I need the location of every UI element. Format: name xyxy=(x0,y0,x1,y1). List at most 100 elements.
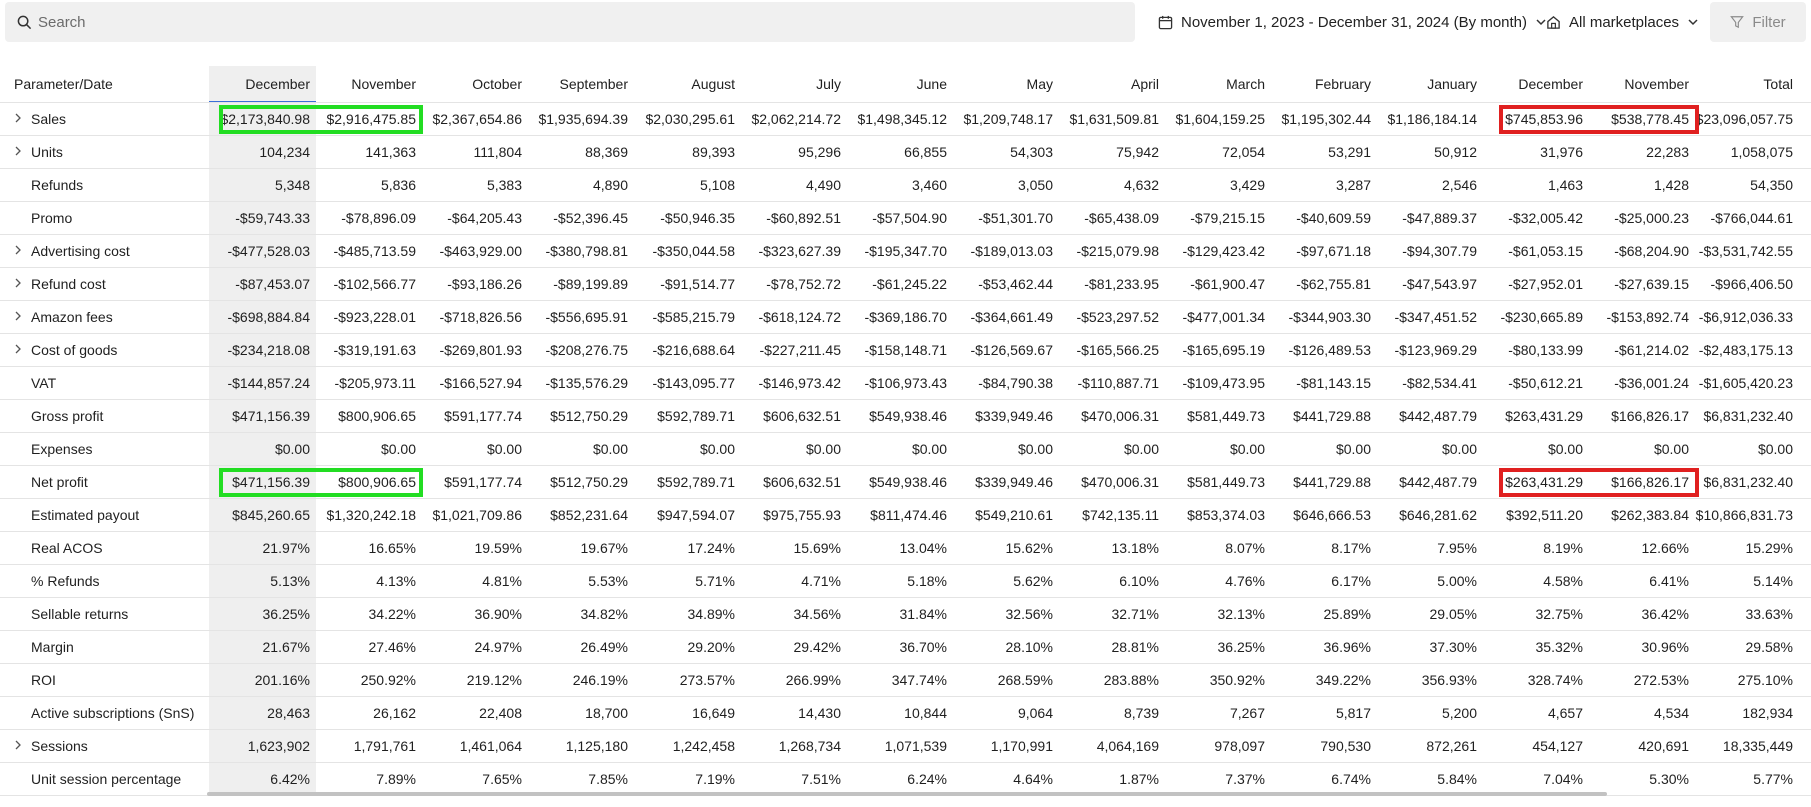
table-row: Estimated payout $845,260.65 $1,320,242.18… xyxy=(0,499,1811,532)
table-cell: $0.00 xyxy=(1653,441,1689,457)
table-cell: 4,632 xyxy=(1123,177,1159,193)
column-header[interactable]: May xyxy=(1026,76,1053,92)
filter-button[interactable]: Filter xyxy=(1710,2,1806,42)
search-bar[interactable] xyxy=(5,2,1135,42)
table-cell: 8.17% xyxy=(1331,540,1371,556)
table-row: VAT -$144,857.24 -$205,973.11 -$166,527.94 -… xyxy=(0,367,1811,400)
column-header[interactable]: December xyxy=(245,76,310,92)
table-cell: 33.63% xyxy=(1745,606,1793,622)
row-label[interactable]: Sessions xyxy=(0,738,209,754)
table-cell: $263,431.29 xyxy=(1505,408,1583,424)
table-cell: -$78,752.72 xyxy=(766,276,841,292)
table-cell: $2,367,654.86 xyxy=(432,111,522,127)
table-cell: 6.41% xyxy=(1649,573,1689,589)
column-header[interactable]: November xyxy=(351,76,416,92)
table-cell: $6,831,232.40 xyxy=(1703,474,1793,490)
row-label[interactable]: Amazon fees xyxy=(0,309,209,325)
search-input[interactable] xyxy=(38,13,1118,31)
table-cell: 8,739 xyxy=(1123,705,1159,721)
table-cell: 1,463 xyxy=(1547,177,1583,193)
table-cell: 37.30% xyxy=(1429,639,1477,655)
table-row: Refund cost -$87,453.07 -$102,566.77 -$93,1… xyxy=(0,268,1811,301)
table-cell: 1,058,075 xyxy=(1730,144,1793,160)
row-label[interactable]: Sales xyxy=(0,111,209,127)
chevron-right-icon[interactable] xyxy=(14,112,31,126)
table-cell: -$135,576.29 xyxy=(545,375,628,391)
row-label: Unit session percentage xyxy=(0,771,209,787)
date-range-picker[interactable]: November 1, 2023 - December 31, 2024 (By… xyxy=(1158,2,1547,42)
chevron-right-icon[interactable] xyxy=(14,244,31,258)
filter-label: Filter xyxy=(1752,13,1786,31)
table-cell: -$966,406.50 xyxy=(1710,276,1793,292)
table-cell: -$216,688.64 xyxy=(652,342,735,358)
table-cell: -$106,973.43 xyxy=(864,375,947,391)
table-cell: 30.96% xyxy=(1641,639,1689,655)
table-cell: 29.42% xyxy=(793,639,841,655)
row-label: Refunds xyxy=(0,177,209,193)
table-cell: -$82,534.41 xyxy=(1402,375,1477,391)
table-cell: -$523,297.52 xyxy=(1076,309,1159,325)
row-label[interactable]: Refund cost xyxy=(0,276,209,292)
table-cell: 50,912 xyxy=(1434,144,1477,160)
row-label: Net profit xyxy=(0,474,209,490)
table-cell: $592,789.71 xyxy=(657,408,735,424)
table-row: Refunds 5,348 5,836 5,383 4,890 5,108 4,490 3,4… xyxy=(0,169,1811,202)
table-cell: -$6,912,036.33 xyxy=(1698,309,1793,325)
table-cell: 5.30% xyxy=(1649,771,1689,787)
table-cell: 19.67% xyxy=(580,540,628,556)
row-label-text: Cost of goods xyxy=(31,342,118,358)
table-cell: $392,511.20 xyxy=(1506,507,1583,523)
table-row: Active subscriptions (SnS) 28,463 26,162 22… xyxy=(0,697,1811,730)
toolbar: November 1, 2023 - December 31, 2024 (By… xyxy=(0,0,1811,48)
table-cell: 201.16% xyxy=(254,672,310,688)
column-header[interactable]: September xyxy=(559,76,628,92)
column-header[interactable]: Total xyxy=(1763,76,1793,92)
table-cell: -$234,218.08 xyxy=(227,342,310,358)
row-label[interactable]: Cost of goods xyxy=(0,342,209,358)
column-header[interactable]: June xyxy=(916,76,947,92)
table-cell: -$208,276.75 xyxy=(545,342,628,358)
table-cell: 4.64% xyxy=(1013,771,1053,787)
table-cell: 32.75% xyxy=(1535,606,1583,622)
column-header[interactable]: January xyxy=(1427,76,1477,92)
search-icon xyxy=(17,15,32,29)
table-row: Real ACOS 21.97% 16.65% 19.59% 19.67% 17.24% 1… xyxy=(0,532,1811,565)
column-header[interactable]: February xyxy=(1314,76,1371,92)
horizontal-scrollbar[interactable] xyxy=(207,792,1607,796)
chevron-right-icon[interactable] xyxy=(14,343,31,357)
table-cell: $1,021,709.86 xyxy=(432,507,522,523)
table-cell: 28,463 xyxy=(267,705,310,721)
row-label-text: VAT xyxy=(31,375,57,391)
column-header[interactable]: April xyxy=(1130,76,1159,92)
chevron-right-icon[interactable] xyxy=(14,310,31,324)
chevron-right-icon[interactable] xyxy=(14,277,31,291)
table-cell: 5.71% xyxy=(695,573,735,589)
row-label-text: Units xyxy=(31,144,63,160)
table-cell: -$323,627.39 xyxy=(758,243,841,259)
row-label[interactable]: Advertising cost xyxy=(0,243,209,259)
table-cell: $549,210.61 xyxy=(975,507,1053,523)
column-header[interactable]: March xyxy=(1226,76,1265,92)
table-cell: $512,750.29 xyxy=(550,408,628,424)
table-cell: $581,449.73 xyxy=(1187,474,1265,490)
marketplace-selector[interactable]: All marketplaces xyxy=(1546,2,1699,42)
column-header[interactable]: October xyxy=(472,76,522,92)
table-row: Expenses $0.00 $0.00 $0.00 $0.00 $0.00 $0.00 $0… xyxy=(0,433,1811,466)
column-header[interactable]: August xyxy=(691,76,735,92)
table-cell: -$766,044.61 xyxy=(1710,210,1793,226)
table-cell: $166,826.17 xyxy=(1611,408,1689,424)
table-cell: 34.56% xyxy=(793,606,841,622)
table-cell: 8.07% xyxy=(1225,540,1265,556)
column-header[interactable]: July xyxy=(816,76,841,92)
column-header[interactable]: November xyxy=(1624,76,1689,92)
chevron-right-icon[interactable] xyxy=(14,739,31,753)
row-label[interactable]: Units xyxy=(0,144,209,160)
table-cell: $471,156.39 xyxy=(232,474,310,490)
column-header[interactable]: December xyxy=(1518,76,1583,92)
table-cell: $6,831,232.40 xyxy=(1703,408,1793,424)
table-cell: $581,449.73 xyxy=(1187,408,1265,424)
chevron-right-icon[interactable] xyxy=(14,145,31,159)
table-cell: 34.22% xyxy=(368,606,416,622)
table-cell: 75,942 xyxy=(1116,144,1159,160)
table-cell: 5,383 xyxy=(486,177,522,193)
